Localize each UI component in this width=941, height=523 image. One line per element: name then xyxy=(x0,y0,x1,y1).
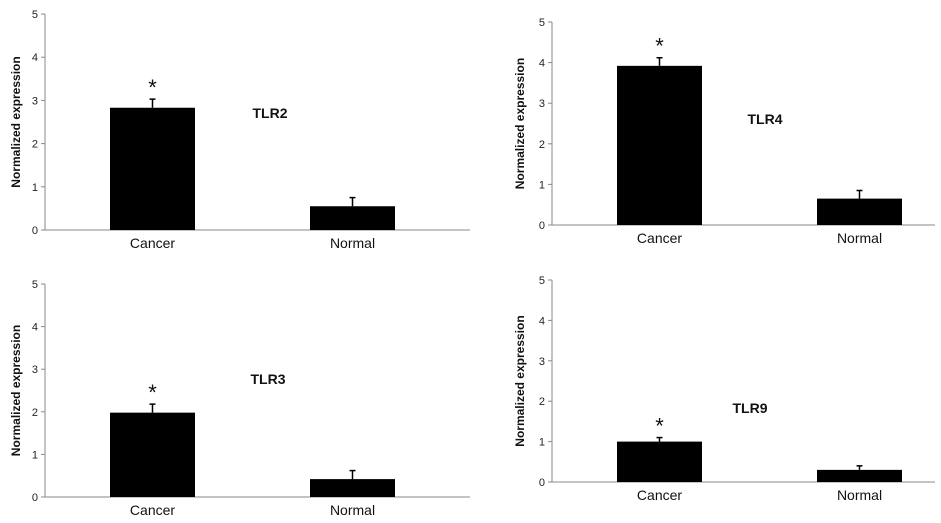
panel-3-y-tick-label: 5 xyxy=(32,279,38,291)
panel-3-category-label-normal: Normal xyxy=(330,502,375,518)
panel-2-y-tick-label: 4 xyxy=(539,58,545,70)
panel-2-category-label-normal: Normal xyxy=(837,230,882,246)
panel-4-category-label-cancer: Cancer xyxy=(637,487,682,503)
panel-2-y-tick-label: 2 xyxy=(539,139,545,151)
panel-1-y-tick-label: 2 xyxy=(32,139,38,151)
panel-1-y-tick-label: 3 xyxy=(32,95,38,107)
panel-2-y-tick-label: 1 xyxy=(539,179,545,191)
panel-4-bar-cancer xyxy=(617,441,702,482)
panel-2-significance-marker: * xyxy=(655,34,664,59)
panel-1-y-tick-label: 5 xyxy=(32,9,38,21)
panel-3-category-label-cancer: Cancer xyxy=(130,502,175,518)
panel-4-title: TLR9 xyxy=(733,400,768,416)
panel-4-y-tick-label: 2 xyxy=(539,396,545,408)
panel-3-title: TLR3 xyxy=(251,371,286,387)
panel-2-title: TLR4 xyxy=(748,111,783,127)
panel-2-y-axis-label: Normalized expression xyxy=(513,58,527,189)
panel-1-y-tick-label: 0 xyxy=(32,225,38,237)
panel-4-y-tick-label: 0 xyxy=(539,477,545,489)
panel-3-y-tick-label: 4 xyxy=(32,322,38,334)
panel-4-y-tick-label: 4 xyxy=(539,315,545,327)
panel-1-title: TLR2 xyxy=(253,105,288,121)
panel-3-y-axis-label: Normalized expression xyxy=(9,325,23,456)
panel-3-y-tick-label: 1 xyxy=(32,449,38,461)
panel-2-bar-cancer xyxy=(617,65,702,226)
panel-2-y-tick-label: 5 xyxy=(539,17,545,29)
panel-4-category-label-normal: Normal xyxy=(837,487,882,503)
panel-2-bar-normal xyxy=(817,198,902,225)
panel-3-bar-normal xyxy=(310,479,395,497)
panel-1-bar-normal xyxy=(310,206,395,230)
panel-3-y-tick-label: 2 xyxy=(32,407,38,419)
panel-4-y-axis-label: Normalized expression xyxy=(513,315,527,446)
panel-4-y-tick-label: 5 xyxy=(539,275,545,287)
panel-1-y-tick-label: 1 xyxy=(32,182,38,194)
panel-1-y-tick-label: 4 xyxy=(32,52,38,64)
panel-2-category-label-cancer: Cancer xyxy=(637,230,682,246)
panel-4-bar-normal xyxy=(817,469,902,482)
panel-3-bar-cancer xyxy=(110,412,195,497)
panel-1-category-label-normal: Normal xyxy=(330,235,375,251)
panel-1-y-axis-label: Normalized expression xyxy=(9,56,23,187)
panel-2-y-tick-label: 0 xyxy=(539,220,545,232)
panel-4-y-tick-label: 1 xyxy=(539,437,545,449)
panel-1-bar-cancer xyxy=(110,107,195,230)
panel-2-y-tick-label: 3 xyxy=(539,98,545,110)
panel-3-significance-marker: * xyxy=(148,380,157,405)
panel-3-y-tick-label: 0 xyxy=(32,492,38,504)
panel-1-category-label-cancer: Cancer xyxy=(130,235,175,251)
panel-4-y-tick-label: 3 xyxy=(539,356,545,368)
panel-3-y-tick-label: 3 xyxy=(32,364,38,376)
panel-4-significance-marker: * xyxy=(655,414,664,439)
panel-1-significance-marker: * xyxy=(148,75,157,100)
